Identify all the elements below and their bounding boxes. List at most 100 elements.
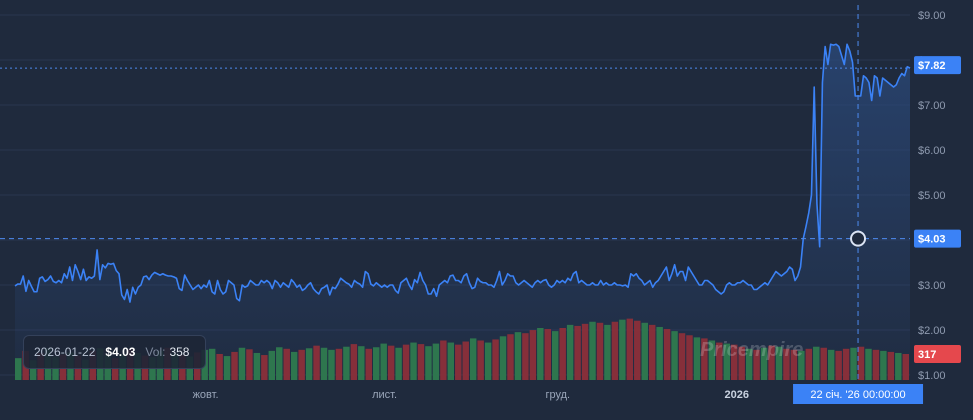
volume-bar [238, 347, 246, 380]
volume-bar [216, 354, 223, 380]
volume-bar [731, 344, 738, 380]
info-volume-label: Vol: [145, 345, 166, 359]
volume-bar [305, 348, 313, 380]
volume-bar [574, 325, 581, 380]
volume-bar [596, 322, 604, 380]
price-line-group [14, 43, 911, 303]
volume-bar [648, 324, 656, 380]
volume-bar [507, 334, 514, 380]
volume-bar [343, 346, 350, 380]
crosshair-price-tag-bg [914, 229, 961, 248]
watermark-text: Pricempire [700, 339, 803, 361]
volume-bar [380, 343, 387, 380]
volume-bar [432, 343, 440, 380]
volume-bar [320, 347, 328, 380]
volume-bar [350, 344, 358, 380]
volume-bar [208, 348, 216, 380]
volume-bar [455, 344, 462, 380]
volume-bar [880, 350, 887, 380]
volume-bar [902, 354, 909, 380]
volume-bar [290, 351, 298, 380]
volume-bar [499, 336, 507, 380]
volume-bar [805, 348, 813, 380]
volume-bar [335, 348, 343, 380]
y-tick-label: $7.00 [918, 100, 946, 112]
volume-bar [223, 356, 231, 380]
volume-bar [246, 349, 253, 380]
volume-bar [261, 355, 268, 380]
volume-bar [253, 352, 261, 380]
volume-bar [760, 347, 768, 380]
volume-bar [813, 346, 820, 380]
volume-bar [835, 350, 842, 380]
volume-bar [417, 344, 425, 380]
volume-bar [387, 345, 395, 380]
volume-bar [865, 348, 872, 380]
volume-bar [634, 320, 641, 380]
last-price-tag: $7.82 [918, 60, 946, 72]
volume-bar [745, 348, 753, 380]
volume-bar [723, 343, 730, 380]
x-tick-label: лист. [372, 389, 397, 401]
volume-bar [753, 349, 760, 380]
volume-bar [425, 346, 432, 380]
volume-bar [365, 348, 372, 380]
volume-bar [529, 330, 537, 380]
volume-bar [231, 351, 238, 380]
volume-tag: 317 [918, 349, 936, 361]
volume-bar [111, 358, 119, 380]
volume-bar [477, 340, 484, 380]
volume-bar [29, 360, 37, 380]
crosshair-date-tag-bg [793, 384, 924, 404]
volume-bar [887, 351, 895, 380]
volume-bar [462, 341, 469, 380]
crosshair: Pricempire [0, 5, 910, 380]
x-tick-label: жовт. [193, 389, 219, 401]
volume-bar [872, 349, 880, 380]
volume-bar [842, 348, 850, 380]
y-tick-label: $2.00 [918, 325, 946, 337]
volume-tag-bg [914, 345, 961, 363]
y-tick-label: $5.00 [918, 190, 946, 202]
crosshair-point [850, 230, 867, 247]
volume-bar [716, 342, 723, 380]
x-tick-label: 2026 [725, 389, 749, 401]
volume-bar [581, 323, 589, 380]
price-area [15, 44, 910, 375]
volume-bar [492, 339, 499, 380]
volume-bar [447, 342, 455, 380]
crosshair-price-tag: $4.03 [918, 234, 946, 246]
volume-bar [850, 347, 857, 380]
volume-bar [373, 347, 380, 380]
volume-bar [395, 347, 402, 380]
volume-bar [514, 332, 522, 380]
axis-tags: $7.82 $4.03 317 22 січ. '26 00:00:00 [793, 56, 961, 404]
volume-bar [358, 346, 365, 380]
volume-bar [783, 348, 790, 380]
volume-bar [738, 346, 745, 380]
volume-bar [857, 346, 865, 380]
volume-bar [82, 359, 89, 380]
volume-bar [895, 352, 902, 380]
x-axis: жовт.лист.груд.202617 [193, 389, 836, 401]
volume-bar [559, 328, 566, 380]
volume-bar [693, 337, 701, 380]
volume-bar [626, 318, 634, 380]
y-tick-label: $6.00 [918, 145, 946, 157]
volume-bar [798, 350, 805, 380]
volume-bar [328, 349, 335, 380]
volume-bar [283, 348, 290, 380]
volume-bar [671, 331, 678, 380]
info-volume: 358 [169, 345, 190, 359]
volume-bar [790, 349, 798, 380]
volume-bar [522, 333, 529, 380]
volume-bar [678, 333, 686, 380]
volume-bar [410, 342, 417, 380]
volume-bar [686, 335, 693, 380]
volume-bar [604, 324, 611, 380]
x-tick-label: груд. [545, 389, 570, 401]
y-tick-label: $3.00 [918, 280, 946, 292]
volume-bar [484, 342, 492, 380]
volume-bar [276, 347, 283, 380]
